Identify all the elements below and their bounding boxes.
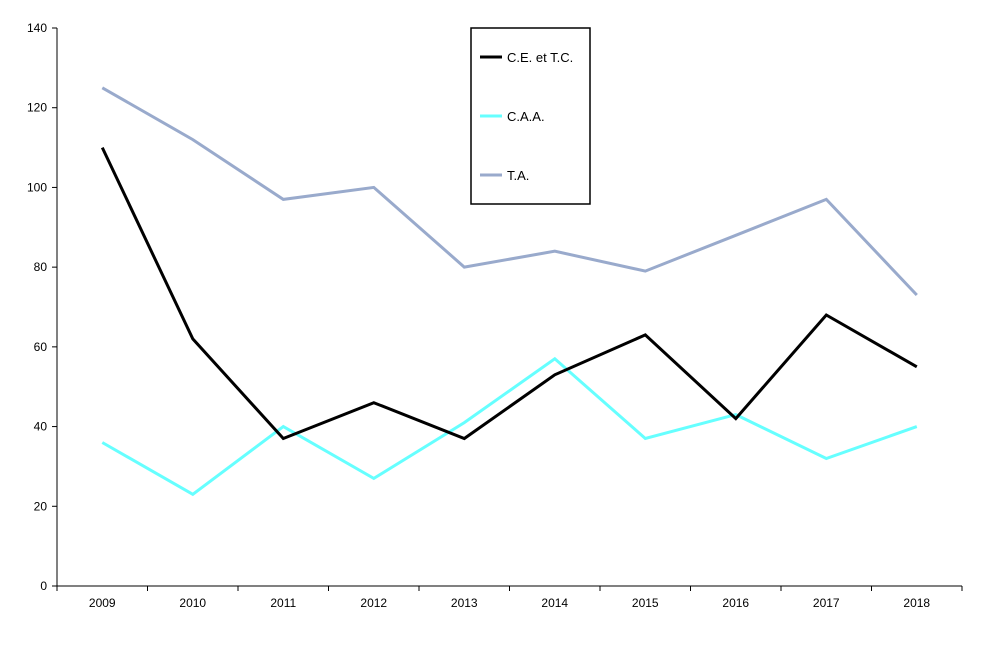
legend-label: T.A. <box>507 168 529 183</box>
y-tick-label: 140 <box>27 21 47 35</box>
x-tick-label: 2014 <box>541 596 568 610</box>
x-tick-label: 2017 <box>813 596 840 610</box>
y-tick-label: 120 <box>27 101 47 115</box>
x-tick-label: 2018 <box>903 596 930 610</box>
x-tick-label: 2016 <box>722 596 749 610</box>
y-tick-label: 100 <box>27 180 47 194</box>
x-tick-label: 2011 <box>270 596 296 610</box>
y-tick-label: 20 <box>34 499 48 513</box>
x-tick-label: 2010 <box>179 596 206 610</box>
x-tick-label: 2013 <box>451 596 478 610</box>
legend-label: C.A.A. <box>507 109 545 124</box>
y-tick-label: 60 <box>34 340 48 354</box>
y-tick-label: 0 <box>40 579 47 593</box>
series-line-c-e-et-t-c <box>100 146 918 441</box>
x-tick-label: 2009 <box>89 596 116 610</box>
series-layer <box>100 86 918 497</box>
series-line-t-a <box>101 86 918 297</box>
y-tick-label: 40 <box>34 420 48 434</box>
y-tick-label: 80 <box>34 260 48 274</box>
legend-label: C.E. et T.C. <box>507 50 573 65</box>
axes: 0 20 40 60 80 100 120 140 2009 2010 2011 2012 2013 20… <box>27 21 963 610</box>
legend: C.E. et T.C. C.A.A. T.A. <box>470 27 591 205</box>
x-tick-label: 2015 <box>632 596 659 610</box>
x-tick-label: 2012 <box>360 596 387 610</box>
series-line-c-a-a <box>101 356 918 497</box>
